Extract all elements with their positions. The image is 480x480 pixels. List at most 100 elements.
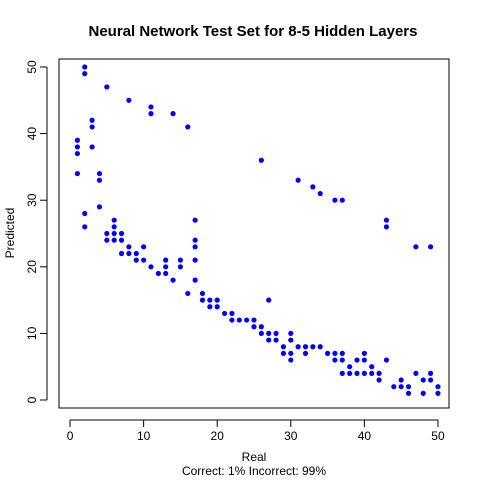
data-point: [302, 350, 309, 356]
data-point: [118, 237, 125, 243]
data-point: [266, 330, 272, 337]
data-point: [126, 97, 132, 103]
x-tick-label: 20: [211, 429, 225, 443]
data-point: [148, 104, 154, 110]
data-point: [361, 370, 367, 376]
y-axis: 0 10 20 30 40 50: [25, 60, 48, 403]
data-point: [420, 377, 426, 383]
data-point: [428, 377, 434, 383]
data-point: [192, 257, 198, 263]
data-point: [148, 111, 154, 117]
data-point: [214, 304, 220, 310]
data-point: [310, 184, 316, 190]
data-point: [111, 217, 117, 223]
data-point: [324, 350, 331, 356]
data-point: [96, 204, 103, 210]
data-point: [435, 390, 441, 396]
data-point: [82, 210, 88, 217]
data-point: [273, 337, 279, 343]
data-point: [177, 264, 184, 270]
x-axis-label: Real: [242, 450, 267, 464]
data-point: [317, 344, 323, 350]
data-point: [111, 224, 117, 230]
data-point: [111, 237, 117, 243]
data-point: [339, 197, 345, 203]
data-point: [376, 370, 382, 376]
data-point: [288, 357, 294, 363]
data-point: [207, 297, 213, 303]
data-point: [126, 250, 132, 257]
data-point: [354, 357, 360, 363]
data-point: [89, 117, 95, 123]
data-point: [383, 357, 390, 363]
data-point: [82, 64, 88, 70]
data-point: [104, 237, 110, 243]
data-point: [118, 230, 125, 237]
data-point: [192, 237, 198, 243]
data-point: [332, 350, 338, 356]
chart-title: Neural Network Test Set for 8-5 Hidden L…: [89, 23, 418, 40]
data-point: [302, 344, 309, 350]
data-point: [163, 270, 169, 277]
data-point: [405, 384, 412, 390]
data-point: [199, 297, 206, 303]
data-point: [229, 310, 235, 317]
y-axis-label: Predicted: [3, 208, 17, 259]
y-tick-label: 0: [25, 396, 39, 403]
data-point: [74, 150, 80, 157]
data-point: [339, 370, 345, 376]
data-point: [192, 277, 198, 283]
data-point: [244, 317, 250, 323]
data-point: [258, 157, 264, 163]
data-points: [74, 64, 441, 396]
data-point: [170, 111, 176, 117]
plot-frame: [58, 58, 450, 409]
x-tick-label: 50: [431, 429, 445, 443]
data-point: [288, 330, 294, 337]
y-tick-label: 10: [25, 326, 39, 340]
data-point: [383, 224, 390, 230]
data-point: [258, 324, 264, 330]
data-point: [339, 350, 345, 356]
data-point: [104, 84, 110, 90]
data-point: [155, 270, 161, 277]
data-point: [185, 124, 191, 130]
data-point: [74, 137, 80, 143]
data-point: [295, 344, 301, 350]
data-point: [133, 257, 139, 263]
data-point: [361, 357, 367, 363]
data-point: [413, 244, 419, 250]
data-point: [192, 244, 198, 250]
data-point: [369, 370, 375, 376]
data-point: [170, 277, 176, 283]
data-point: [354, 370, 360, 376]
data-point: [435, 384, 441, 390]
data-point: [141, 257, 147, 263]
data-point: [96, 177, 103, 183]
data-point: [111, 230, 117, 237]
data-point: [361, 350, 367, 356]
y-tick-label: 20: [25, 260, 39, 274]
x-tick-label: 30: [284, 429, 298, 443]
data-point: [163, 264, 169, 270]
x-axis: 0 10 20 30 40 50: [67, 419, 445, 443]
data-point: [207, 304, 213, 310]
data-point: [376, 377, 382, 383]
y-tick-label: 50: [25, 60, 39, 74]
data-point: [369, 364, 375, 370]
x-tick-label: 0: [67, 429, 74, 443]
x-tick-label: 10: [137, 429, 151, 443]
data-point: [185, 290, 191, 297]
data-point: [420, 390, 426, 396]
data-point: [288, 337, 294, 343]
data-point: [428, 370, 434, 376]
data-point: [74, 144, 80, 150]
data-point: [280, 344, 287, 350]
data-point: [288, 350, 294, 356]
data-point: [273, 330, 279, 337]
data-point: [133, 250, 139, 257]
data-point: [82, 71, 88, 77]
data-point: [148, 264, 154, 270]
